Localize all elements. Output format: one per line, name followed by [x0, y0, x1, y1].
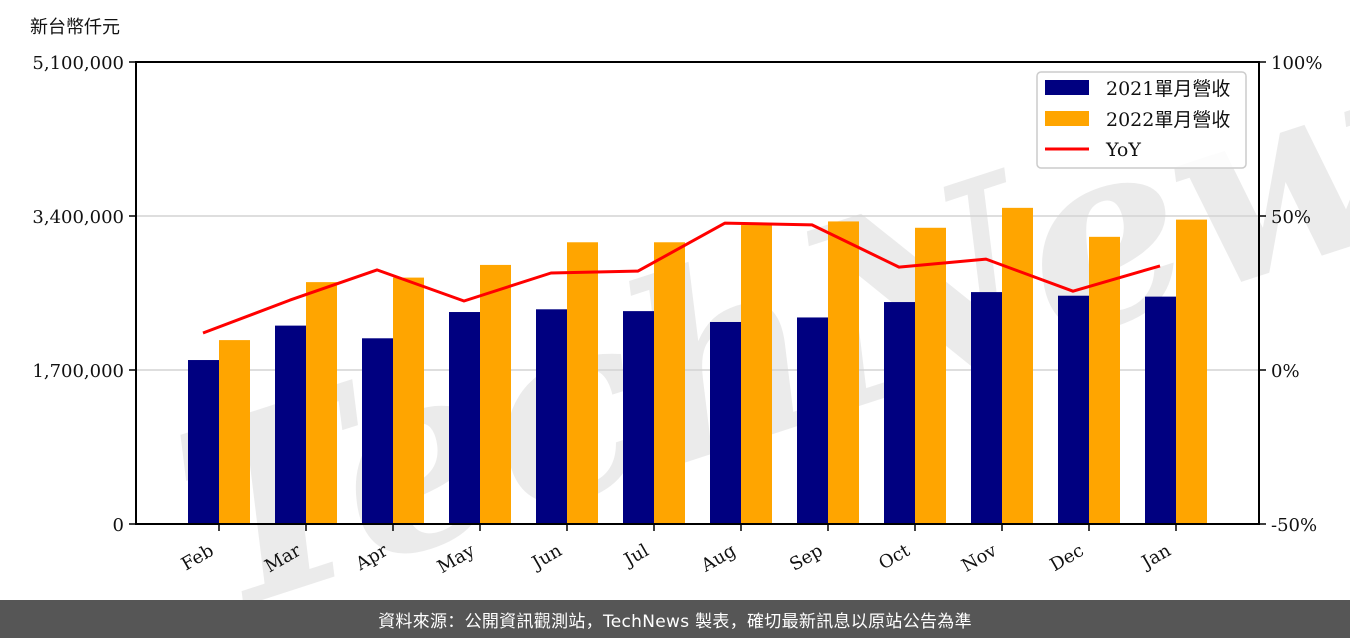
- x-tick-label: Jul: [619, 540, 653, 572]
- plot-frame: [135, 61, 1260, 525]
- bar-2022-aug: [741, 225, 772, 524]
- bar-2021-dec: [1058, 295, 1089, 524]
- yoy-line: [202, 221, 1161, 335]
- source-footer-text: 資料來源：公開資訊觀測站，TechNews 製表，確切最新訊息以原站公告為準: [378, 611, 972, 632]
- x-tick-label: Aug: [697, 540, 740, 577]
- x-tick-label: Nov: [958, 540, 1001, 577]
- left-tick-label: 1,700,000: [32, 361, 124, 382]
- bar-2021-may: [449, 312, 480, 524]
- source-footer: 資料來源：公開資訊觀測站，TechNews 製表，確切最新訊息以原站公告為準: [0, 600, 1350, 638]
- bar-2022-sep: [828, 221, 859, 524]
- x-tick-label: Oct: [875, 540, 914, 575]
- left-tick-label: 3,400,000: [32, 207, 124, 228]
- bar-2021-nov: [971, 292, 1002, 524]
- legend-swatch-2022: [1045, 111, 1089, 126]
- bar-2022-jan: [1176, 219, 1207, 524]
- y-axis-unit-label: 新台幣仟元: [30, 17, 120, 38]
- left-axis: 0 1,700,000 3,400,000 5,100,000: [32, 53, 136, 536]
- right-tick-label: -50%: [1271, 515, 1317, 536]
- right-tick-label: 100%: [1271, 53, 1322, 74]
- bar-2021-sep: [797, 317, 828, 524]
- bar-2022-oct: [915, 227, 946, 524]
- bar-2021-jan: [1145, 296, 1176, 524]
- bar-2021-oct: [884, 302, 915, 524]
- legend-swatch-2021: [1045, 80, 1089, 95]
- bar-2021-apr: [362, 338, 393, 524]
- bar-2022-apr: [393, 277, 424, 524]
- x-tick-label: Sep: [786, 540, 826, 575]
- legend-box: [1036, 71, 1247, 169]
- left-tick-label: 5,100,000: [32, 53, 124, 74]
- x-tick-label: Jan: [1137, 540, 1175, 574]
- x-tick-label: Dec: [1047, 540, 1088, 576]
- right-tick-label: 50%: [1271, 207, 1311, 228]
- left-tick-label: 0: [113, 515, 124, 536]
- bar-2021-feb: [188, 360, 219, 524]
- bar-series: [188, 207, 1207, 525]
- bar-2022-mar: [306, 282, 337, 524]
- legend: 2021單月營收 2022單月營收 YoY: [1036, 71, 1247, 169]
- bar-2021-jul: [623, 311, 654, 524]
- bar-2022-may: [480, 264, 511, 524]
- bar-2022-feb: [219, 340, 250, 524]
- right-tick-label: 0%: [1271, 361, 1300, 382]
- legend-label-2021: 2021單月營收: [1106, 78, 1230, 100]
- legend-label-2022: 2022單月營收: [1106, 109, 1230, 131]
- legend-label-yoy: YoY: [1105, 139, 1141, 161]
- bar-2022-jul: [654, 242, 685, 525]
- bar-2021-jun: [536, 309, 567, 524]
- right-axis: -50% 0% 50% 100%: [1259, 53, 1322, 536]
- bar-2021-aug: [710, 321, 741, 524]
- bar-2022-jun: [567, 242, 598, 525]
- bar-2021-mar: [275, 325, 306, 524]
- bar-2022-nov: [1002, 207, 1033, 525]
